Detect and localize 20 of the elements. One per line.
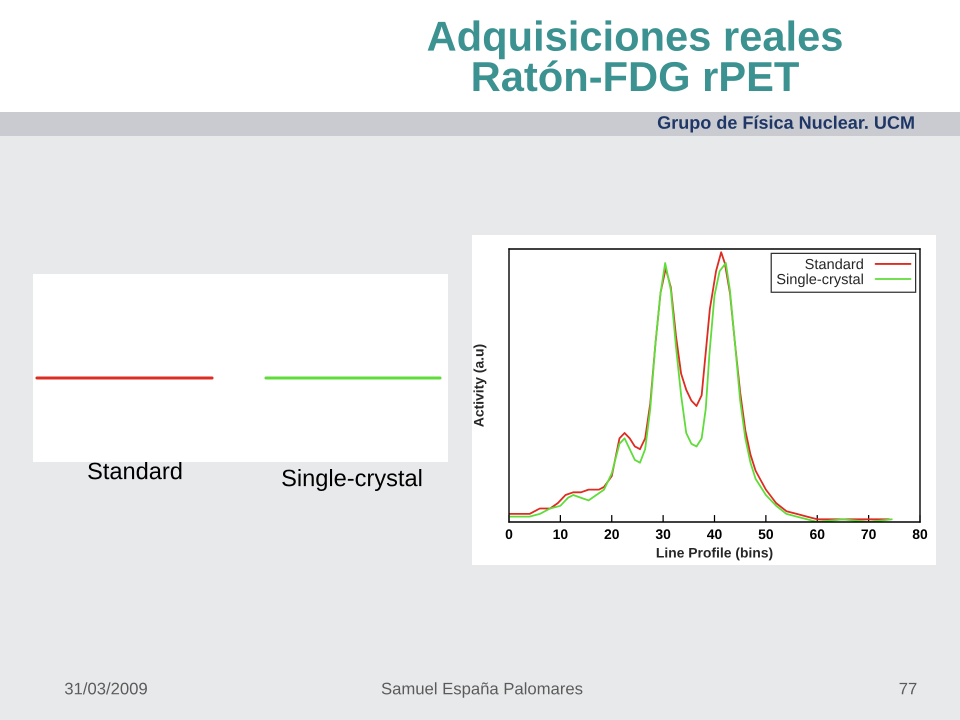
text: Samuel España Palomares: [382, 682, 582, 698]
legend-label: Single-crystal: [776, 274, 863, 288]
x-tick-label: 70: [862, 529, 876, 540]
x-tick-label: 30: [656, 529, 670, 540]
text: Grupo de Física Nuclear. UCM: [658, 116, 914, 132]
x-tick-label: 10: [554, 529, 568, 540]
x-tick-label: 80: [912, 529, 928, 540]
x-tick-label: 50: [758, 529, 774, 540]
x-tick-label: 40: [706, 529, 722, 540]
x-tick-label: 60: [810, 529, 824, 540]
chart-title: Adquisiciones reales Ratón-FDG rPET: [428, 20, 842, 92]
x-tick-label: 0: [506, 529, 512, 540]
y-axis-title: Activity (a.u): [473, 344, 486, 427]
text: Standard: [88, 462, 182, 480]
text: 77: [900, 682, 916, 694]
text: Single-crystal: [282, 468, 422, 492]
x-axis-title: Line Profile (bins): [656, 547, 772, 560]
legend-label: Standard: [805, 258, 863, 270]
text: 31/03/2009: [64, 682, 147, 694]
x-tick-label: 20: [604, 529, 619, 540]
